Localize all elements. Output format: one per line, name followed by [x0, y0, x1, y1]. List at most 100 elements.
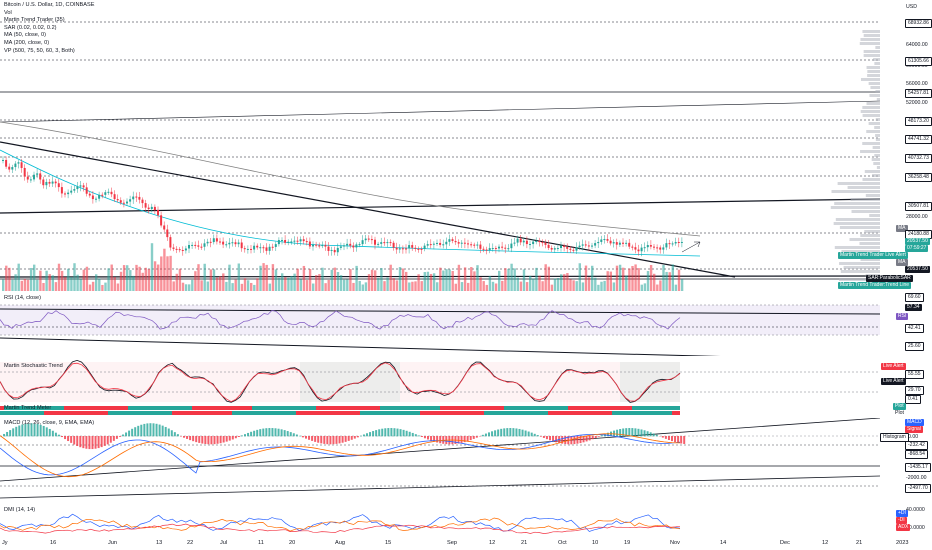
- macd-histogram-bar: [42, 425, 45, 437]
- macd-histogram-bar: [637, 428, 640, 437]
- axis-tick: 64000.00: [906, 42, 928, 48]
- trend-meter-cell: [192, 411, 196, 415]
- macd-histogram-bar: [500, 428, 503, 437]
- candle-body: [262, 247, 265, 249]
- stoch-pane[interactable]: Martin Stochastic Trend Live Alert 55.55…: [0, 360, 932, 404]
- volume-bar: [184, 284, 188, 291]
- trend-meter-cell: [596, 406, 600, 410]
- candle-body: [76, 186, 79, 190]
- volume-bar: [516, 277, 519, 291]
- macd-histogram-bar: [469, 436, 472, 441]
- trend-meter-cell: [80, 406, 84, 410]
- rsi-pane[interactable]: RSI (14, close) 69.60 57.34 RSI 42.41 25…: [0, 293, 932, 356]
- candle-body: [265, 247, 268, 251]
- trend-meter-tag: Plot: [893, 403, 906, 410]
- candle-body: [243, 248, 246, 250]
- dmi-pane[interactable]: DMI (14, 14) 40.0000 20.0000 +DI -DI ADX: [0, 505, 932, 538]
- legend-vol[interactable]: Vol: [4, 9, 12, 16]
- main-chart-pane[interactable]: Bitcoin / U.S. Dollar, 1D, COINBASE Vol …: [0, 0, 932, 292]
- macd-histogram-bar: [292, 433, 295, 437]
- stoch-title[interactable]: Martin Stochastic Trend: [4, 363, 63, 369]
- candle-body: [597, 241, 600, 244]
- candle-body: [578, 245, 581, 248]
- trend-meter-cell: [512, 406, 516, 410]
- trend-meter-cell: [80, 411, 84, 415]
- trend-meter-cell: [672, 411, 676, 415]
- trend-meter-cell: [292, 411, 296, 415]
- trend-meter-cell: [368, 411, 372, 415]
- candle-body: [460, 242, 463, 244]
- macd-title[interactable]: MACD (12, 26, close, 9, EMA, EMA): [4, 420, 95, 426]
- candle-body: [569, 248, 572, 250]
- candle-body: [209, 241, 212, 243]
- dmi-title[interactable]: DMI (14, 14): [4, 507, 36, 513]
- macd-histogram-bar: [561, 436, 564, 444]
- trend-meter-cell: [212, 411, 216, 415]
- candle-body: [364, 238, 367, 241]
- legend-vp[interactable]: VP (500, 75, 50, 60, 3, Both): [4, 47, 75, 54]
- trend-meter-cell: [620, 411, 624, 415]
- trend-meter-cell: [476, 406, 480, 410]
- macd-histogram-bar: [628, 428, 631, 437]
- volume-bar: [640, 284, 643, 291]
- volume-bar: [615, 265, 619, 291]
- trend-meter-cell: [284, 411, 288, 415]
- volume-bars: [2, 243, 684, 291]
- volume-bar: [215, 277, 219, 291]
- legend-ma50[interactable]: MA (50, close, 0): [4, 32, 46, 39]
- volume-bar: [656, 284, 659, 291]
- macd-histogram-bar: [61, 436, 63, 438]
- volume-bar: [237, 263, 240, 291]
- candle-body: [352, 245, 355, 248]
- x-tick: 20: [289, 540, 296, 546]
- macd-histogram-bar: [545, 436, 548, 440]
- candle-body: [361, 240, 364, 245]
- x-tick: 16: [50, 540, 57, 546]
- trend-meter-cell: [608, 406, 612, 410]
- candle-body: [516, 238, 519, 243]
- volume-bar: [2, 279, 5, 291]
- candle-body: [420, 248, 423, 250]
- macd-histogram-bar: [484, 433, 487, 437]
- trend-meter-cell: [372, 411, 376, 415]
- rsi-title[interactable]: RSI (14, close): [4, 295, 41, 301]
- candle-body: [327, 246, 330, 251]
- profile-bar: [841, 250, 880, 253]
- candle-body: [634, 247, 637, 250]
- countdown-tag: 07:59:27: [905, 245, 929, 252]
- macd-pane[interactable]: MACD (12, 26, close, 9, EMA, EMA) MACD S…: [0, 418, 932, 503]
- macd-histogram-bar: [76, 436, 79, 446]
- trend-meter-cell: [624, 406, 628, 410]
- candle-body: [200, 246, 203, 248]
- volume-bar: [377, 277, 380, 291]
- trend-meter-cell: [28, 406, 32, 410]
- trend-meter-cell: [488, 411, 492, 415]
- trend-meter-pane[interactable]: Martin Trend Meter Plot Plot: [0, 403, 932, 417]
- macd-histogram-bar: [234, 436, 237, 439]
- price-chart-svg: [0, 21, 881, 291]
- volume-bar: [129, 270, 132, 291]
- trend-meter-cell: [156, 406, 160, 410]
- legend-symbol[interactable]: Bitcoin / U.S. Dollar, 1D, COINBASE: [4, 2, 95, 8]
- trend-meter-title[interactable]: Martin Trend Meter: [4, 405, 52, 411]
- macd-histogram-bar: [298, 435, 301, 437]
- macd-histogram-bar: [91, 436, 94, 450]
- volume-bar: [206, 281, 209, 291]
- legend-ma200[interactable]: MA (200, close, 0): [4, 39, 50, 46]
- candle-body: [414, 247, 417, 249]
- macd-histogram-bar: [427, 436, 429, 440]
- macd-histogram-bar: [82, 436, 85, 449]
- trend-meter-cell: [612, 411, 616, 415]
- macd-histogram-bar: [619, 429, 622, 437]
- volume-bar: [271, 264, 275, 291]
- volume-bar: [110, 264, 113, 291]
- candle-body: [535, 240, 538, 242]
- trend-meter-cell: [588, 411, 592, 415]
- legend-sar[interactable]: SAR (0.02, 0.02, 0.2): [4, 24, 57, 31]
- trend-meter-cell: [544, 406, 548, 410]
- trend-meter-cell: [88, 406, 92, 410]
- profile-bar: [862, 30, 880, 33]
- legend-martin[interactable]: Martin Trend Trader (35): [4, 17, 65, 24]
- trend-meter-cell: [648, 411, 652, 415]
- volume-bar: [473, 271, 476, 291]
